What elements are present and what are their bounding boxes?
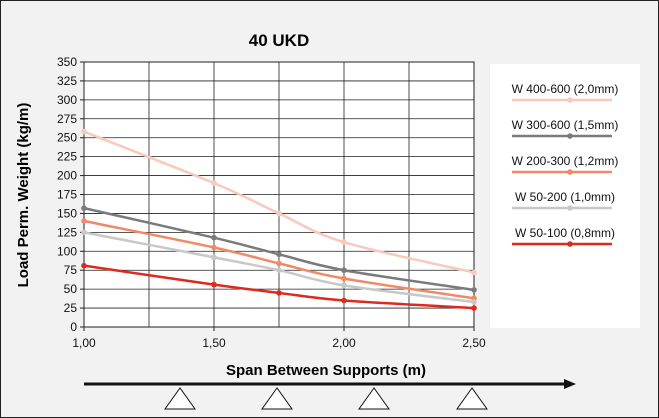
data-point <box>81 262 87 269</box>
data-point <box>276 267 282 274</box>
x-axis-ticks: 1,00 1,50 2,00 2,50 <box>72 327 486 350</box>
legend-swatch-marker <box>567 97 573 103</box>
data-point <box>341 275 347 282</box>
y-tick-label: 250 <box>57 131 77 145</box>
y-tick-label: 350 <box>57 55 77 69</box>
x-tick-label: 2,50 <box>462 336 486 350</box>
legend-swatch-marker <box>567 205 573 211</box>
y-axis-ticks: 0 25 50 75 100 125 150 175 200 225 250 275 300 325 350 <box>57 55 84 334</box>
y-tick-label: 50 <box>64 282 78 296</box>
y-tick-label: 275 <box>57 112 77 126</box>
support-triangle <box>261 387 293 410</box>
chart-title: 40 UKD <box>249 31 309 50</box>
legend-label: W 300-600 (1,5mm) <box>512 118 619 132</box>
legend-box <box>490 64 640 328</box>
data-point <box>211 254 217 261</box>
data-point <box>341 239 347 245</box>
legend-label: W 50-100 (0,8mm) <box>515 226 615 240</box>
y-tick-label: 25 <box>64 301 78 315</box>
data-point <box>81 128 87 135</box>
data-point <box>341 297 347 304</box>
data-point <box>81 205 87 211</box>
data-point <box>211 234 217 241</box>
beam-arrowhead <box>564 379 576 389</box>
support-triangle <box>456 387 488 410</box>
data-point <box>341 282 347 289</box>
x-tick-label: 2,00 <box>332 336 356 350</box>
legend-swatch-marker <box>567 169 573 175</box>
data-point <box>471 305 477 311</box>
support-triangle <box>164 387 196 410</box>
legend-label: W 200-300 (1,2mm) <box>512 154 619 168</box>
y-tick-label: 175 <box>57 188 77 202</box>
y-tick-label: 0 <box>70 320 77 334</box>
data-point <box>211 281 217 288</box>
y-tick-label: 75 <box>64 263 78 277</box>
legend-swatch-marker <box>567 241 573 247</box>
legend: W 400-600 (2,0mm) W 300-600 (1,5mm) W 200-… <box>512 82 619 247</box>
y-tick-label: 300 <box>57 93 77 107</box>
support-diagram <box>84 379 576 410</box>
data-point <box>276 290 282 296</box>
x-axis-label: Span Between Supports (m) <box>226 362 426 379</box>
y-tick-label: 200 <box>57 169 77 183</box>
data-point <box>276 210 282 217</box>
data-point <box>276 260 282 267</box>
y-tick-label: 100 <box>57 244 77 258</box>
series-lines <box>81 128 477 311</box>
data-point <box>471 269 477 276</box>
legend-swatch-marker <box>567 133 573 139</box>
data-point <box>341 267 347 274</box>
support-triangle <box>358 387 390 410</box>
data-point <box>81 229 87 236</box>
y-tick-label: 225 <box>57 150 77 164</box>
y-tick-label: 125 <box>57 225 77 239</box>
x-tick-label: 1,50 <box>202 336 226 350</box>
y-axis-label: Load Perm. Weight (kg/m) <box>15 103 32 288</box>
legend-label: W 400-600 (2,0mm) <box>512 82 619 96</box>
x-tick-label: 1,00 <box>72 336 96 350</box>
data-point <box>276 251 282 258</box>
data-point <box>211 244 217 251</box>
data-point <box>81 218 87 224</box>
y-tick-label: 325 <box>57 74 77 88</box>
y-tick-label: 150 <box>57 206 77 220</box>
legend-label: W 50-200 (1,0mm) <box>515 190 615 204</box>
data-point <box>471 287 477 293</box>
data-point <box>471 299 477 305</box>
data-point <box>211 180 217 186</box>
